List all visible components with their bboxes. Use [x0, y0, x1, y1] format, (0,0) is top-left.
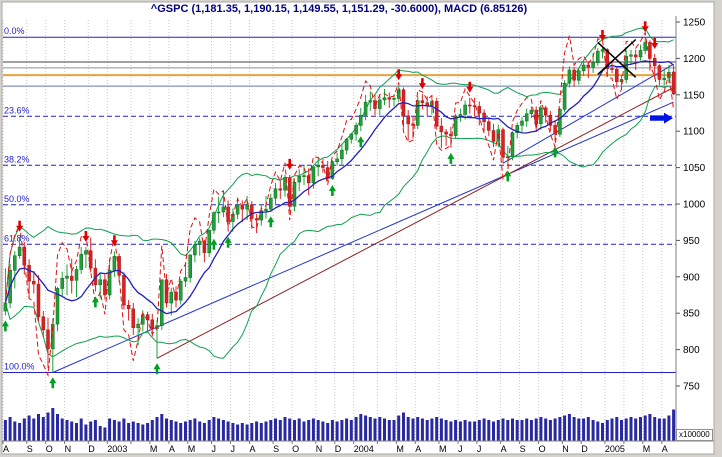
svg-text:J: J: [231, 444, 236, 454]
sell-arrow-icon: [395, 69, 403, 81]
svg-text:N: N: [316, 444, 323, 454]
buy-arrow-icon: [267, 216, 275, 228]
svg-text:M: M: [188, 444, 196, 454]
sell-arrow-icon: [286, 158, 294, 170]
right-arrow-icon: [650, 112, 673, 124]
svg-text:J: J: [458, 444, 463, 454]
svg-text:J: J: [477, 444, 482, 454]
svg-text:1050: 1050: [683, 163, 706, 174]
buy-arrow-icon: [210, 238, 218, 250]
svg-text:750: 750: [683, 382, 700, 393]
sell-arrow-icon: [466, 81, 474, 93]
svg-text:61.8%: 61.8%: [4, 233, 30, 243]
buy-arrow-icon: [328, 185, 336, 196]
svg-text:38.2%: 38.2%: [4, 154, 30, 164]
svg-text:M: M: [396, 444, 404, 454]
svg-text:M: M: [643, 444, 651, 454]
buy-arrow-icon: [153, 363, 161, 375]
sell-arrow-icon: [418, 78, 426, 90]
sell-arrow-icon: [16, 220, 24, 232]
svg-text:A: A: [662, 444, 668, 454]
svg-text:M: M: [150, 444, 158, 454]
buy-arrow-icon: [1, 320, 9, 332]
svg-text:50.0%: 50.0%: [4, 194, 30, 204]
svg-text:A: A: [3, 444, 9, 454]
svg-text:900: 900: [683, 272, 700, 283]
svg-text:2005: 2005: [605, 444, 625, 454]
svg-text:S: S: [273, 444, 279, 454]
sell-arrow-icon: [641, 21, 649, 33]
sell-arrow-icon: [82, 231, 90, 242]
svg-text:O: O: [292, 444, 299, 454]
sell-arrow-icon: [110, 235, 118, 247]
month-gridlines: [2, 20, 663, 441]
bollinger-bands: [4, 27, 674, 359]
svg-text:S: S: [27, 444, 33, 454]
svg-text:23.6%: 23.6%: [4, 105, 30, 115]
sell-arrow-icon: [599, 30, 606, 41]
buy-arrow-icon: [224, 236, 232, 248]
svg-text:1000: 1000: [683, 200, 706, 211]
svg-text:1200: 1200: [683, 54, 706, 65]
buy-arrow-icon: [91, 296, 99, 308]
svg-text:100.0%: 100.0%: [4, 362, 35, 372]
time-axis: A S O N D 2003 M A M J J A S O N D 2004 M A M J J A S O N D 2005 M A: [2, 441, 668, 454]
svg-text:1150: 1150: [683, 90, 705, 101]
svg-text:O: O: [46, 444, 53, 454]
svg-text:A: A: [169, 444, 175, 454]
svg-text:2004: 2004: [354, 444, 374, 454]
svg-text:1100: 1100: [683, 127, 705, 138]
signal-arrows: [1, 21, 659, 389]
svg-text:2003: 2003: [107, 444, 127, 454]
svg-text:N: N: [65, 444, 72, 454]
buy-arrow-icon: [551, 146, 559, 158]
fibonacci-levels: 0.0% 23.6% 38.2% 50.0% 61.8% 100.0%: [3, 26, 676, 373]
svg-text:850: 850: [683, 309, 700, 320]
chart-title: ^GSPC (1,181.35, 1,190.15, 1,149.55, 1,1…: [150, 3, 528, 15]
svg-text:S: S: [520, 444, 526, 454]
svg-text:M: M: [439, 444, 447, 454]
svg-text:800: 800: [683, 345, 700, 356]
svg-text:A: A: [415, 444, 421, 454]
svg-text:0.0%: 0.0%: [4, 26, 25, 36]
price-axis: 1250 1200 1150 1100 1050 1000 950 900 850 800 750: [2, 16, 714, 442]
svg-text:950: 950: [683, 236, 700, 247]
buy-arrow-icon: [357, 136, 365, 148]
volume-bars: [3, 408, 676, 441]
moving-averages: [4, 31, 675, 378]
sell-arrow-icon: [651, 38, 659, 49]
buy-arrow-icon: [447, 152, 455, 164]
svg-text:N: N: [562, 444, 569, 454]
buy-arrow-icon: [504, 170, 512, 182]
svg-text:1250: 1250: [683, 18, 706, 29]
svg-text:D: D: [88, 444, 95, 454]
svg-text:D: D: [581, 444, 588, 454]
volume-scale-label: x100000: [676, 429, 713, 441]
x-cross-annotation: [597, 38, 637, 78]
buy-arrow-icon: [49, 377, 57, 389]
svg-text:O: O: [539, 444, 546, 454]
svg-text:A: A: [501, 444, 507, 454]
svg-text:D: D: [335, 444, 342, 454]
svg-text:J: J: [212, 444, 217, 454]
svg-text:A: A: [250, 444, 256, 454]
